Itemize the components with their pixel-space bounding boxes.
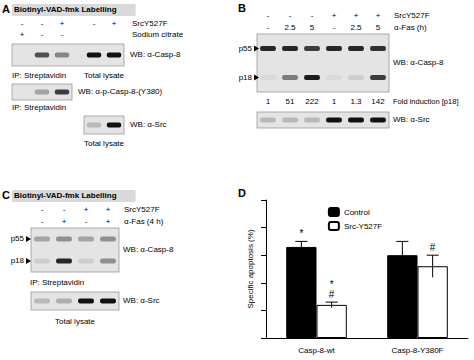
svg-text:-: - xyxy=(333,23,336,32)
svg-text:#: # xyxy=(329,289,335,300)
svg-text:142: 142 xyxy=(371,97,385,106)
svg-text:+: + xyxy=(332,11,337,20)
svg-text:p18: p18 xyxy=(11,256,25,265)
svg-text:2.5: 2.5 xyxy=(284,23,296,32)
svg-text:SrcY527F: SrcY527F xyxy=(394,11,430,20)
svg-text:51: 51 xyxy=(286,97,295,106)
svg-text:p18: p18 xyxy=(239,73,253,82)
svg-text:IP: Streptavidin: IP: Streptavidin xyxy=(12,71,66,80)
svg-text:C: C xyxy=(2,189,10,201)
svg-text:p55: p55 xyxy=(11,234,25,243)
svg-text:-: - xyxy=(41,217,44,226)
svg-text:WB: α-Casp-8: WB: α-Casp-8 xyxy=(123,245,174,254)
svg-text:Sodium citrate: Sodium citrate xyxy=(132,30,184,39)
svg-text:5: 5 xyxy=(310,23,315,32)
svg-text:+: + xyxy=(106,217,111,226)
svg-text:-: - xyxy=(289,11,292,20)
svg-text:+: + xyxy=(106,205,111,214)
svg-text:-: - xyxy=(61,30,64,39)
svg-text:-: - xyxy=(93,19,96,28)
svg-text:1: 1 xyxy=(332,97,337,106)
svg-text:SrcY527F: SrcY527F xyxy=(124,205,160,214)
svg-text:Fold induction [p18]: Fold induction [p18] xyxy=(393,97,458,106)
svg-text:D: D xyxy=(238,187,246,199)
svg-text:Biotinyl-VAD-fmk Labelling: Biotinyl-VAD-fmk Labelling xyxy=(14,5,117,14)
svg-text:WB: α-Casp-8: WB: α-Casp-8 xyxy=(393,58,444,67)
svg-text:-: - xyxy=(85,217,88,226)
svg-text:-: - xyxy=(41,30,44,39)
svg-text:A: A xyxy=(2,3,10,15)
svg-text:+: + xyxy=(62,217,67,226)
svg-text:2.5: 2.5 xyxy=(350,23,362,32)
svg-text:+: + xyxy=(84,205,89,214)
svg-text:+: + xyxy=(60,19,65,28)
svg-text:-: - xyxy=(41,19,44,28)
svg-text:p55: p55 xyxy=(239,44,253,53)
svg-text:Total lysate: Total lysate xyxy=(84,139,125,148)
svg-text:-: - xyxy=(267,11,270,20)
svg-text:#: # xyxy=(430,242,436,253)
svg-text:B: B xyxy=(238,2,246,14)
svg-text:Biotinyl-VAD-fmk Labelling: Biotinyl-VAD-fmk Labelling xyxy=(14,191,117,200)
svg-text:Total lysate: Total lysate xyxy=(84,71,125,80)
svg-text:WB: α-Src: WB: α-Src xyxy=(393,115,430,124)
svg-text:+: + xyxy=(20,30,25,39)
svg-text:WB: α-Casp-8: WB: α-Casp-8 xyxy=(130,50,181,59)
svg-text:5: 5 xyxy=(376,23,381,32)
svg-text:IP: Streptavidin: IP: Streptavidin xyxy=(12,103,66,112)
svg-text:WB: α-p-Casp-8-(Y380): WB: α-p-Casp-8-(Y380) xyxy=(78,87,163,96)
svg-text:-: - xyxy=(63,205,66,214)
svg-text:IP: Streptavidin: IP: Streptavidin xyxy=(30,278,84,287)
svg-text:SrcY527F: SrcY527F xyxy=(132,19,168,28)
svg-text:-: - xyxy=(267,23,270,32)
svg-text:Control: Control xyxy=(344,208,370,217)
svg-text:Specific apoptosis (%): Specific apoptosis (%) xyxy=(246,229,255,308)
svg-text:Total lysate: Total lysate xyxy=(55,317,96,326)
svg-text:-: - xyxy=(311,11,314,20)
svg-text:α-Fas (4 h): α-Fas (4 h) xyxy=(124,217,164,226)
svg-text:+: + xyxy=(112,19,117,28)
svg-text:-: - xyxy=(41,205,44,214)
svg-text:α-Fas (h): α-Fas (h) xyxy=(394,23,427,32)
svg-text:*: * xyxy=(299,228,303,239)
svg-text:1.3: 1.3 xyxy=(350,97,362,106)
svg-text:222: 222 xyxy=(305,97,319,106)
svg-text:Casp-8-Y380F: Casp-8-Y380F xyxy=(391,346,443,355)
svg-text:WB: α-Src: WB: α-Src xyxy=(123,296,160,305)
svg-text:*: * xyxy=(330,279,334,290)
svg-text:+: + xyxy=(376,11,381,20)
svg-text:-: - xyxy=(21,19,24,28)
svg-text:+: + xyxy=(354,11,359,20)
svg-text:Casp-8-wt: Casp-8-wt xyxy=(298,346,335,355)
svg-text:Src-Y527F: Src-Y527F xyxy=(344,222,382,231)
svg-text:1: 1 xyxy=(266,97,271,106)
svg-text:WB: α-Src: WB: α-Src xyxy=(130,120,167,129)
